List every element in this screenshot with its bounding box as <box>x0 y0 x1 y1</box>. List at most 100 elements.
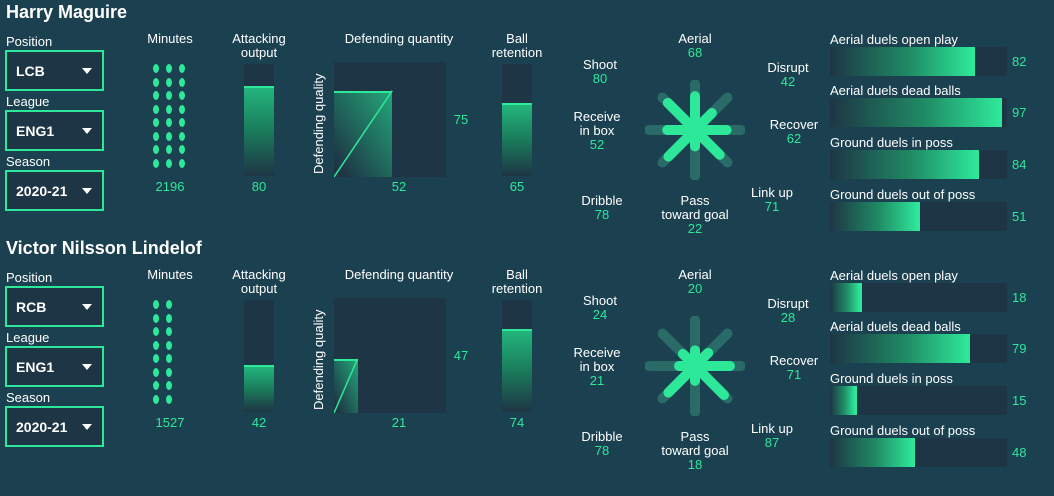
radar-center <box>685 120 705 140</box>
attacking-output-fill <box>244 364 274 412</box>
minutes-dot <box>179 104 185 114</box>
aerial-duels-dead-balls-bar <box>830 334 1007 363</box>
radar-center <box>685 356 705 376</box>
chevron-down-icon <box>82 303 92 310</box>
radar-label-dribble: Dribble 78 <box>581 429 623 458</box>
ground-duels-in-poss-bar <box>830 386 1007 415</box>
ball-retention-bar <box>502 300 532 412</box>
ground-duels-out-of-poss-bar <box>830 202 1007 231</box>
radar-label-disrupt: Disrupt 42 <box>767 60 809 89</box>
defending-quality-value: 75 <box>453 112 469 127</box>
season-dropdown[interactable]: 2020-21 <box>5 170 104 211</box>
season-label: Season <box>6 154 51 169</box>
minutes-dot <box>153 327 159 336</box>
position-dropdown[interactable]: LCB <box>5 50 104 91</box>
radar-chart <box>645 80 745 180</box>
season-dropdown[interactable]: 2020-21 <box>5 406 104 447</box>
minutes-dot <box>166 77 172 87</box>
attacking-output-value: 80 <box>251 179 267 194</box>
season-value: 2020-21 <box>16 182 68 199</box>
defending-quantity-header: Defending quantity <box>344 31 454 46</box>
aerial-duels-open-play-value: 82 <box>1012 54 1027 69</box>
radar-label-pass-toward-goal: Pass toward goal 18 <box>661 429 729 472</box>
radar-label-pass-toward-goal: Pass toward goal 22 <box>661 193 729 236</box>
position-value: LCB <box>16 62 45 79</box>
defending-diagonal <box>334 90 393 177</box>
defending-diagonal <box>334 358 359 413</box>
chevron-down-icon <box>82 127 92 134</box>
league-dropdown[interactable]: ENG1 <box>5 346 104 387</box>
minutes-dot <box>153 64 159 73</box>
minutes-dot <box>153 354 159 363</box>
minutes-dot <box>179 118 185 127</box>
aerial-duels-open-play-label: Aerial duels open play <box>830 32 958 47</box>
chevron-down-icon <box>82 67 92 74</box>
aerial-duels-dead-balls-bar <box>830 98 1007 127</box>
defending-quality-axis-label: Defending quality <box>311 73 326 174</box>
minutes-dot <box>166 340 172 350</box>
minutes-dots <box>150 64 190 174</box>
defending-quality-axis-label: Defending quality <box>311 309 326 410</box>
defending-quantity-quality-box <box>334 62 446 177</box>
position-dropdown[interactable]: RCB <box>5 286 104 327</box>
defending-diagonal-line <box>334 358 359 413</box>
aerial-duels-open-play-label: Aerial duels open play <box>830 268 958 283</box>
minutes-dot <box>166 118 172 127</box>
minutes-dot <box>153 300 159 309</box>
radar-label-receive-in-box: Receive in box 21 <box>573 345 621 388</box>
defending-quantity-value: 52 <box>391 179 407 194</box>
minutes-dot <box>153 104 159 114</box>
minutes-dot <box>166 394 172 404</box>
defending-quantity-header: Defending quantity <box>344 267 454 282</box>
chevron-down-icon <box>82 363 92 370</box>
position-value: RCB <box>16 298 47 315</box>
minutes-dot <box>166 158 172 168</box>
radar-label-receive-in-box: Receive in box 52 <box>573 109 621 152</box>
attacking-output-header: Attacking output <box>232 267 286 296</box>
aerial-duels-open-play-fill <box>830 47 976 76</box>
minutes-dot <box>166 354 172 363</box>
minutes-dot <box>166 91 172 100</box>
ball-retention-header: Ball retention <box>491 267 543 296</box>
season-value: 2020-21 <box>16 418 68 435</box>
minutes-dots <box>150 300 190 410</box>
league-value: ENG1 <box>16 122 55 139</box>
defending-diagonal-line <box>334 90 393 177</box>
aerial-duels-dead-balls-value: 97 <box>1012 105 1027 120</box>
league-dropdown[interactable]: ENG1 <box>5 110 104 151</box>
ball-retention-fill <box>502 329 532 412</box>
aerial-duels-open-play-bar <box>830 47 1007 76</box>
ground-duels-in-poss-value: 15 <box>1012 393 1027 408</box>
minutes-dot <box>179 77 185 87</box>
minutes-dot <box>153 381 159 390</box>
radar-label-disrupt: Disrupt 28 <box>767 296 809 325</box>
minutes-dot <box>153 131 159 141</box>
league-value: ENG1 <box>16 358 55 375</box>
minutes-dot <box>166 145 172 154</box>
minutes-dot <box>166 64 172 73</box>
attacking-output-fill <box>244 86 274 176</box>
aerial-duels-open-play-fill <box>830 283 862 312</box>
ball-retention-value: 65 <box>509 179 525 194</box>
chevron-down-icon <box>82 423 92 430</box>
minutes-header: Minutes <box>147 267 193 282</box>
ground-duels-in-poss-fill <box>830 150 979 179</box>
radar-label-recover: Recover 62 <box>769 117 819 146</box>
minutes-dot <box>166 104 172 114</box>
ground-duels-out-of-poss-fill <box>830 438 915 467</box>
minutes-value: 2196 <box>155 179 185 194</box>
aerial-duels-dead-balls-value: 79 <box>1012 341 1027 356</box>
ground-duels-in-poss-label: Ground duels in poss <box>830 371 953 386</box>
position-label: Position <box>6 34 53 49</box>
minutes-dot <box>166 367 172 377</box>
minutes-dot <box>153 145 159 154</box>
ground-duels-out-of-poss-label: Ground duels out of poss <box>830 187 976 202</box>
minutes-dot <box>153 367 159 377</box>
minutes-dot <box>153 77 159 87</box>
ground-duels-out-of-poss-label: Ground duels out of poss <box>830 423 976 438</box>
ball-retention-header: Ball retention <box>491 31 543 60</box>
radar-label-dribble: Dribble 78 <box>581 193 623 222</box>
ball-retention-fill <box>502 103 532 176</box>
position-label: Position <box>6 270 53 285</box>
minutes-dot <box>153 340 159 350</box>
